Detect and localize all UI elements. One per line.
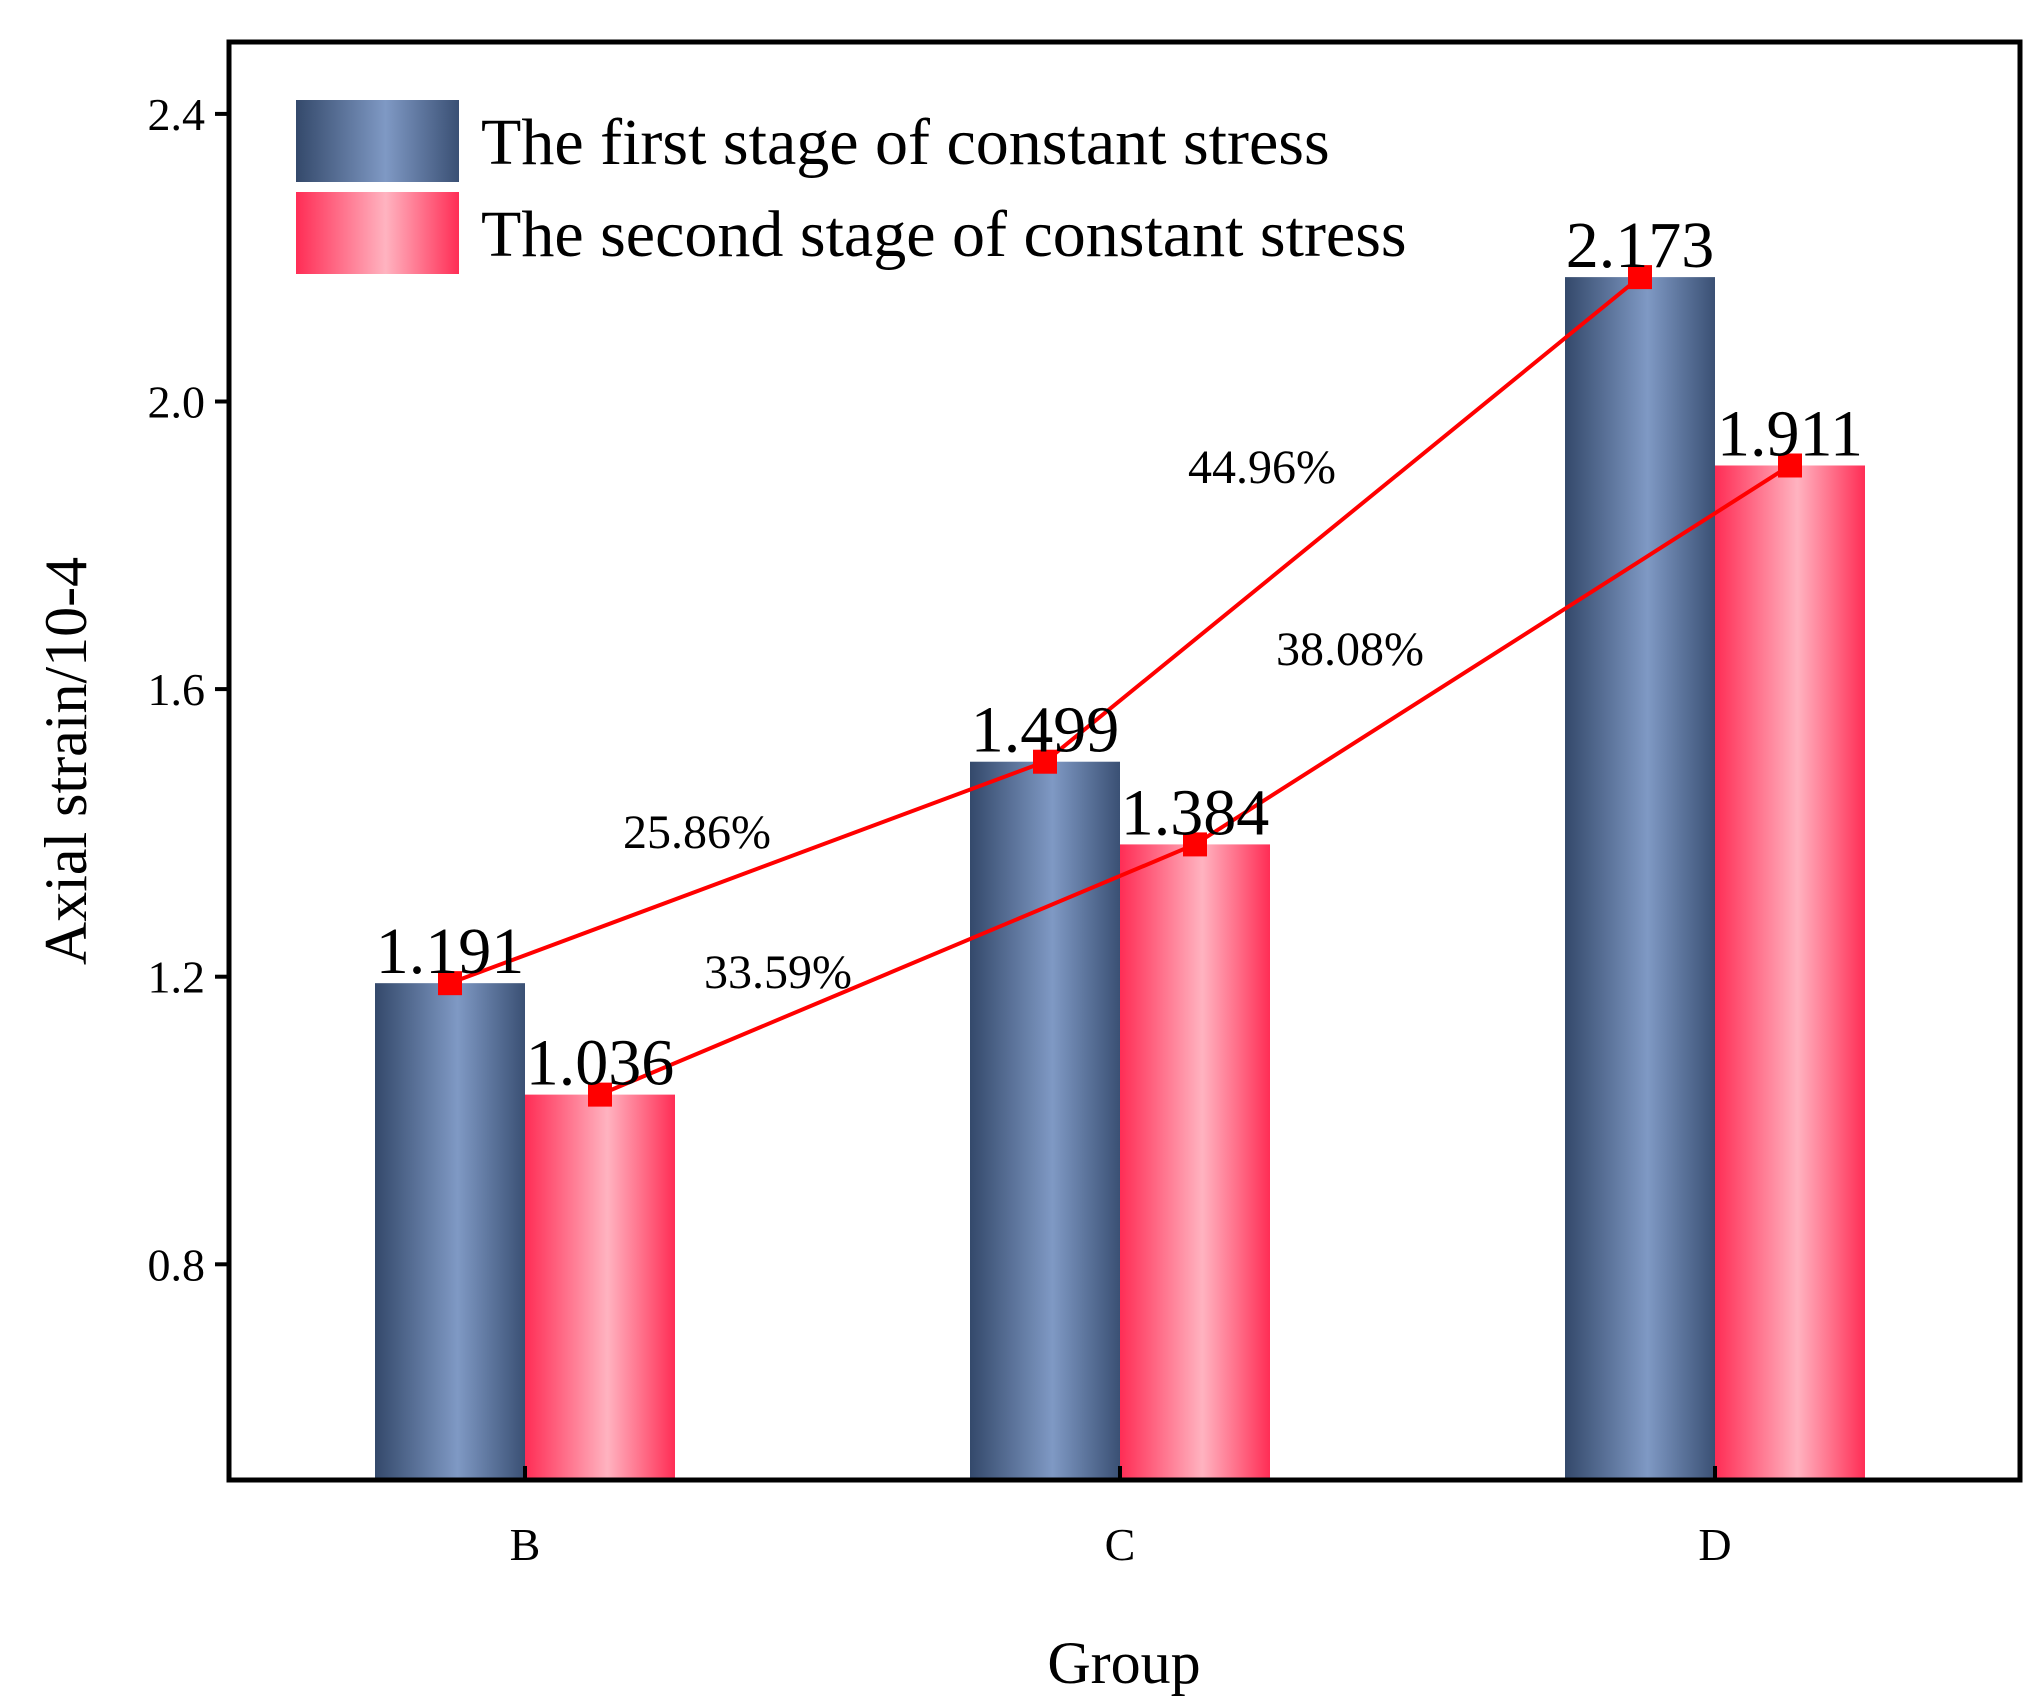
legend: The first stage of constant stress The se…	[296, 100, 1407, 274]
x-axis-title: Group	[1047, 1630, 1200, 1696]
y-tick-label-3: 2.0	[148, 377, 206, 428]
bar-series2-b	[525, 1094, 675, 1480]
value-label-series2-b: 1.036	[526, 1027, 675, 1100]
legend-swatch-series1	[296, 100, 459, 182]
y-tick-label-1: 1.2	[148, 952, 206, 1003]
x-tick-label-d: D	[1698, 1519, 1731, 1570]
growth-label-1: 25.86%	[623, 806, 771, 859]
axes-layer: 0.8 1.2 1.6 2.0 2.4 B C D Group Axial strain/10-4	[33, 39, 2023, 1696]
bar-series2-d	[1715, 465, 1865, 1481]
bar-series1-c	[970, 761, 1120, 1480]
growth-label-4: 38.08%	[1276, 623, 1424, 676]
y-tick-label-4: 2.4	[148, 89, 206, 140]
y-tick-label-0: 0.8	[148, 1239, 206, 1290]
value-label-series1-b: 1.191	[376, 915, 525, 988]
y-tick-label-2: 1.6	[148, 664, 206, 715]
value-label-series1-d: 2.173	[1566, 209, 1715, 282]
bar-series2-c	[1120, 844, 1270, 1480]
value-label-series2-d: 1.911	[1717, 397, 1863, 470]
legend-label-series1: The first stage of constant stress	[481, 106, 1330, 179]
x-tick-label-b: B	[510, 1519, 541, 1570]
legend-label-series2: The second stage of constant stress	[481, 198, 1407, 271]
marker-series1-c	[1033, 749, 1057, 774]
labels-layer: 1.191 1.499 2.173 1.036 1.384 1.911 25.86% 44.9…	[376, 209, 1863, 1100]
marker-series2-c	[1183, 832, 1207, 857]
marker-series2-d	[1778, 453, 1802, 478]
bars-layer	[375, 277, 1865, 1481]
x-tick-label-c: C	[1105, 1519, 1136, 1570]
growth-label-2: 44.96%	[1188, 441, 1336, 494]
bar-series1-b	[375, 983, 525, 1480]
legend-swatch-series2	[296, 192, 459, 274]
plot-frame	[226, 39, 2023, 1483]
bar-series1-d	[1565, 277, 1715, 1480]
value-label-series2-c: 1.384	[1121, 776, 1270, 849]
marker-series1-b	[438, 971, 462, 996]
marker-series2-b	[588, 1082, 612, 1107]
y-axis-title: Axial strain/10-4	[33, 557, 99, 965]
value-label-series1-c: 1.499	[971, 694, 1120, 767]
growth-label-3: 33.59%	[704, 946, 852, 999]
trend-lines-layer	[438, 265, 1802, 1107]
marker-series1-d	[1628, 265, 1652, 290]
